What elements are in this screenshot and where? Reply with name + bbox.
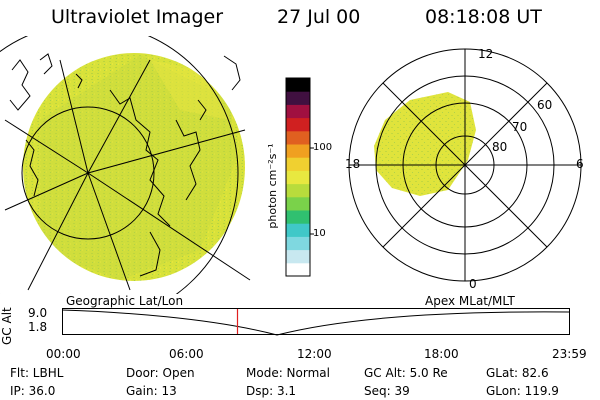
colorbar-segment [286, 130, 310, 145]
polar-grid [348, 48, 582, 282]
lat-lon-grid [0, 36, 251, 294]
time-tick-0600: 06:00 [169, 347, 204, 361]
polar-uv-oval [374, 92, 476, 196]
status-gain: Gain: 13 [126, 384, 177, 398]
status-seq: Seq: 39 [364, 384, 410, 398]
colorbar-unit-label: photon cm⁻²s⁻¹ [266, 143, 279, 228]
colorbar-frame [285, 77, 311, 277]
instrument-title: Ultraviolet Imager [51, 6, 224, 28]
colorbar-segment [286, 262, 310, 277]
time-tick-1200: 12:00 [297, 347, 332, 361]
colorbar-segment [286, 117, 310, 132]
mlt-label-18: 18 [345, 157, 361, 171]
timeline-y-tick-top: 9.0 [28, 306, 48, 320]
time-tick-1800: 18:00 [424, 347, 459, 361]
lat-label-80: 80 [492, 140, 508, 154]
colorbar-segment [286, 236, 310, 251]
colorbar-segment [286, 91, 310, 105]
colorbar-segment [286, 183, 310, 198]
status-glon: GLon: 119.9 [486, 384, 559, 398]
colorbar-segment [286, 249, 310, 264]
colorbar-segment [286, 78, 310, 92]
time-tick-2359: 23:59 [552, 347, 587, 361]
image-date: 27 Jul 00 [277, 6, 361, 28]
colorbar: photon cm⁻²s⁻¹ [266, 77, 314, 277]
colorbar-label-10: 10 [313, 228, 326, 239]
timeline-y-axis-label: GC Alt [0, 307, 14, 345]
timeline-left-label: Geographic Lat/Lon [66, 294, 184, 308]
colorbar-segment [286, 210, 310, 224]
status-filter: Flt: LBHL [10, 366, 64, 380]
time-tick-0000: 00:00 [46, 347, 81, 361]
status-mode: Mode: Normal [246, 366, 330, 380]
status-glat: GLat: 82.6 [486, 366, 549, 380]
status-ip: IP: 36.0 [10, 384, 56, 398]
coastline-overlay [9, 53, 241, 277]
polar-mlt-plot [348, 48, 582, 282]
colorbar-segment [286, 196, 310, 211]
timeline-frame [62, 308, 570, 335]
status-dsp: Dsp: 3.1 [246, 384, 297, 398]
lat-label-60: 60 [537, 98, 553, 112]
colorbar-label-100: 100 [313, 142, 333, 153]
colorbar-segment [286, 223, 310, 237]
colorbar-segment [286, 144, 310, 158]
colorbar-segment [286, 157, 310, 171]
mlt-label-0: 0 [469, 277, 477, 291]
image-time: 08:18:08 UT [425, 6, 542, 28]
mlt-label-6: 6 [576, 157, 584, 171]
colorbar-segment [286, 170, 310, 185]
geographic-image-panel [0, 36, 251, 294]
status-door: Door: Open [126, 366, 195, 380]
colorbar-segment [286, 104, 310, 119]
altitude-trace [62, 309, 571, 336]
mlt-label-12: 12 [478, 47, 494, 61]
orbit-altitude-plot [62, 308, 571, 336]
uv-emission-disk [23, 53, 245, 281]
lat-label-70: 70 [512, 120, 528, 134]
status-gc-alt: GC Alt: 5.0 Re [364, 366, 448, 380]
colorbar-gradient [286, 78, 310, 277]
timeline-right-label: Apex MLat/MLT [425, 294, 515, 308]
timeline-y-tick-bottom: 1.8 [28, 320, 48, 334]
